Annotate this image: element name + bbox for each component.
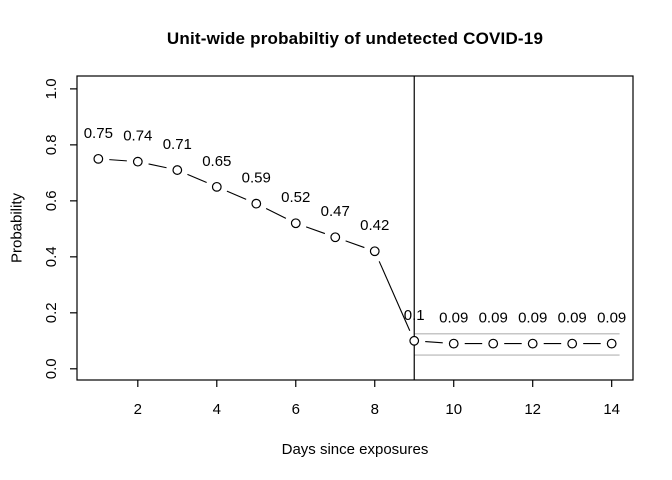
y-tick-label: 1.0 <box>43 78 60 99</box>
y-tick-label: 0.2 <box>43 302 60 323</box>
data-point <box>606 338 617 349</box>
data-point <box>93 153 104 164</box>
series-segment <box>148 163 167 169</box>
data-point <box>132 156 143 167</box>
x-tick-label: 14 <box>603 401 620 418</box>
data-point <box>448 338 459 349</box>
chart-title: Unit-wide probabiltiy of undetected COVI… <box>166 29 544 48</box>
data-point <box>211 181 222 192</box>
data-point <box>172 165 183 175</box>
x-tick-label: 2 <box>134 401 142 418</box>
series-segment <box>378 261 411 331</box>
point-label: 0.42 <box>360 217 389 234</box>
data-point <box>409 335 420 346</box>
point-label: 0.47 <box>321 203 350 220</box>
data-point <box>369 246 380 257</box>
point-label: 0.52 <box>281 189 310 206</box>
series-segment <box>187 173 207 184</box>
series-segment <box>226 190 247 200</box>
data-point <box>567 338 578 349</box>
y-tick-label: 0.0 <box>43 358 60 379</box>
point-label: 0.65 <box>202 153 231 170</box>
point-label: 0.59 <box>242 170 271 187</box>
series-segment <box>305 226 326 235</box>
data-point <box>527 338 538 349</box>
data-point <box>251 198 262 209</box>
series-segment <box>109 159 127 162</box>
x-tick-label: 12 <box>524 401 541 418</box>
x-axis-label: Days since exposures <box>281 441 429 458</box>
point-label: 0.1 <box>404 307 425 324</box>
data-point <box>488 338 499 349</box>
x-tick-label: 6 <box>292 401 300 418</box>
point-label: 0.09 <box>479 310 508 327</box>
x-tick-label: 10 <box>445 401 462 418</box>
series-segment <box>345 240 365 249</box>
series-segment <box>265 208 287 219</box>
y-tick-label: 0.4 <box>43 246 60 267</box>
y-axis-label: Probability <box>8 192 26 264</box>
data-point <box>330 232 341 243</box>
point-label: 0.09 <box>558 310 587 327</box>
y-tick-label: 0.6 <box>43 190 60 211</box>
y-tick-label: 0.8 <box>43 134 60 155</box>
plot-box <box>76 75 634 381</box>
point-label: 0.75 <box>84 125 113 142</box>
point-label: 0.09 <box>597 310 626 327</box>
x-tick-label: 8 <box>371 401 379 418</box>
point-label: 0.09 <box>439 310 468 327</box>
series-segment <box>425 341 443 344</box>
data-point <box>290 218 301 229</box>
point-label: 0.71 <box>163 136 192 153</box>
x-tick-label: 4 <box>213 401 221 418</box>
point-label: 0.74 <box>123 128 152 145</box>
point-label: 0.09 <box>518 310 547 327</box>
